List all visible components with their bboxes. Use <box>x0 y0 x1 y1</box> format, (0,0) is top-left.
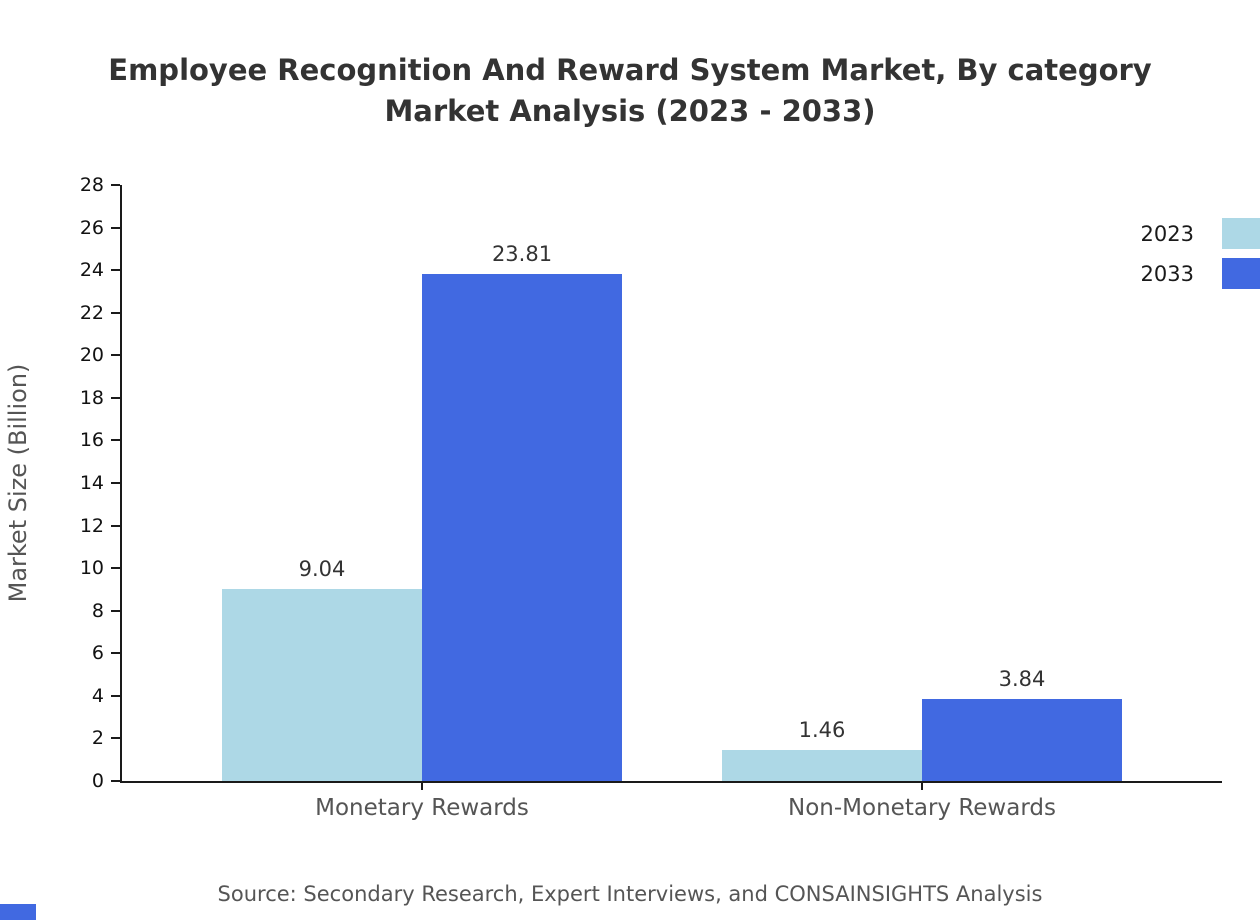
y-axis-label: Market Size (Billion) <box>4 363 32 603</box>
plot-area: 0 2 4 6 8 10 12 14 16 18 20 22 24 26 28 9.04 23.81 Monet… <box>80 174 1222 821</box>
y-tick-label: 28 <box>79 174 104 196</box>
bar-value-label: 1.46 <box>798 717 846 742</box>
y-tick-mark <box>111 652 120 655</box>
category-label-monetary-rewards: Monetary Rewards <box>315 795 529 821</box>
y-tick-mark <box>111 269 120 272</box>
y-tick-mark <box>111 567 120 570</box>
y-tick-mark <box>111 609 120 612</box>
y-tick-label: 14 <box>79 472 104 494</box>
y-tick-label: 16 <box>79 429 104 452</box>
legend: 2023 2033 <box>1141 218 1260 289</box>
bar-group-non-monetary-rewards: 1.46 3.84 Non-Monetary Rewards <box>722 667 1122 821</box>
bars-container: 9.04 23.81 Monetary Rewards 1.46 3.84 Non-Mon… <box>122 185 1222 821</box>
y-tick-label: 12 <box>79 514 104 537</box>
y-tick-label: 26 <box>79 216 104 239</box>
bar-2023-monetary-rewards: 9.04 <box>222 557 422 781</box>
chart-title-line1: Employee Recognition And Reward System M… <box>108 53 1152 87</box>
legend-item-2023: 2023 <box>1141 218 1260 249</box>
bar-value-label: 3.84 <box>998 667 1046 692</box>
legend-swatch <box>1222 218 1260 249</box>
bar-2023-non-monetary-rewards: 1.46 <box>722 718 922 781</box>
legend-item-2033: 2033 <box>1141 258 1260 289</box>
y-tick-label: 20 <box>79 344 104 367</box>
y-tick-label: 18 <box>79 386 104 409</box>
bar-value-label: 23.81 <box>491 242 553 267</box>
bar-value-label: 9.04 <box>298 556 346 581</box>
y-tick-label: 6 <box>91 642 104 665</box>
corner-accent-bar <box>0 904 36 920</box>
x-tick-mark <box>921 781 923 790</box>
bar-2033-monetary-rewards: 23.81 <box>422 242 622 781</box>
y-tick-label: 24 <box>79 259 104 282</box>
y-tick-label: 8 <box>91 599 104 622</box>
y-tick-mark <box>111 737 120 740</box>
y-tick-mark <box>111 226 120 229</box>
legend-label: 2033 <box>1140 261 1194 286</box>
chart-title-line2: Market Analysis (2023 - 2033) <box>384 94 876 128</box>
y-tick-label: 2 <box>91 727 104 750</box>
y-tick-label: 0 <box>91 770 104 792</box>
y-tick-label: 4 <box>91 684 104 707</box>
y-tick-mark <box>111 184 120 186</box>
y-tick-mark <box>111 396 120 399</box>
y-tick-label: 22 <box>79 301 104 324</box>
chart-title: Employee Recognition And Reward System M… <box>0 50 1260 132</box>
y-tick-mark <box>111 524 120 527</box>
x-tick-mark <box>421 781 423 790</box>
y-tick-label: 10 <box>79 557 104 580</box>
y-tick-mark <box>111 694 120 697</box>
bar-2033-non-monetary-rewards: 3.84 <box>922 667 1122 781</box>
y-tick-mark <box>111 354 120 357</box>
y-tick-mark <box>111 439 120 442</box>
source-text: Source: Secondary Research, Expert Inter… <box>217 882 1043 906</box>
legend-label: 2023 <box>1140 221 1194 246</box>
legend-swatch <box>1222 258 1260 289</box>
bar-group-monetary-rewards: 9.04 23.81 Monetary Rewards <box>222 242 622 821</box>
category-label-non-monetary-rewards: Non-Monetary Rewards <box>788 795 1056 821</box>
y-tick-mark <box>111 482 120 484</box>
y-tick-mark <box>111 311 120 314</box>
y-tick-mark <box>111 780 120 782</box>
